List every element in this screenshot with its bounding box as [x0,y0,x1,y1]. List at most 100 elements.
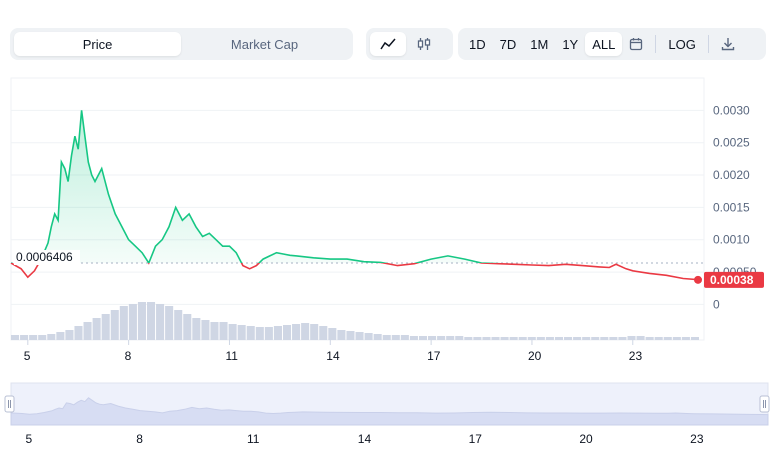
volume-bar [74,326,83,340]
navigator-left-handle[interactable] [4,395,15,413]
y-tick-label: 0.0015 [713,200,750,214]
volume-bar [92,318,101,340]
volume-bar [672,337,681,340]
chart-style-switch [366,28,453,60]
y-tick-label: 0.0020 [713,168,750,182]
volume-bar [183,314,192,340]
volume-bar [174,310,183,340]
range-1m-button[interactable]: 1M [530,36,549,52]
volume-bar [500,337,509,340]
volume-bar [491,337,500,340]
plot-area [10,77,705,341]
volume-bar [418,336,428,340]
x-tick-label: 14 [326,349,340,363]
last-price-tag [704,271,764,288]
candlestick-icon [417,38,431,50]
chart-type-switch: Price Market Cap [10,28,353,60]
volume-bar [119,306,128,340]
volume-bar [591,337,600,340]
volume-bar [219,322,228,340]
volume-bar [600,337,609,340]
volume-bar [645,337,654,340]
baseline-label-bg [14,250,80,265]
volume-bar [482,337,491,340]
volume-bar [128,304,137,340]
volume-bar [255,327,264,340]
chart-toolbar: Price Market Cap 1D 7D 1M 1Y ALL [10,28,766,60]
volume-bar [20,335,29,340]
volume-bar [554,337,564,340]
download-icon [721,38,735,51]
toolbar-divider [655,35,657,53]
navigator-axis: 5 8 11 14 17 20 23 [25,432,703,446]
y-tick-label: 0 [713,297,720,311]
volume-bar [346,331,355,340]
tab-market-cap[interactable]: Market Cap [230,36,299,52]
volume-bar [527,337,536,340]
navigator-tick-label: 8 [136,432,143,446]
volume-bar [446,336,455,340]
volume-bar [201,320,210,340]
volume-bar [545,337,554,340]
line-chart-button[interactable] [370,32,406,56]
range-1y-button[interactable]: 1Y [562,36,579,52]
volume-bar [146,302,156,340]
range-1d-button[interactable]: 1D [469,36,486,52]
download-button[interactable] [714,32,742,56]
volume-bar [509,337,518,340]
volume-bar [428,336,437,340]
navigator-right-handle[interactable] [759,395,770,413]
volume-bar [391,335,400,340]
volume-bar [11,335,20,340]
navigator-tick-label: 11 [247,432,260,446]
volume-bar [364,333,373,340]
volume-bar [355,332,364,340]
range-all-button[interactable]: ALL [585,32,623,56]
navigator[interactable] [4,382,770,426]
volume-bar [582,337,591,340]
volume-bar [101,314,110,340]
x-tick-label: 20 [528,349,542,363]
navigator-tick-label: 17 [469,432,483,446]
volume-bar [473,337,482,340]
volume-bar [636,336,645,340]
navigator-tick-label: 23 [690,432,704,446]
volume-bar [663,337,672,340]
y-tick-label: 0.0010 [713,233,750,247]
calendar-button[interactable] [622,32,650,56]
log-scale-button[interactable]: LOG [668,36,696,52]
volume-bar [319,326,328,340]
x-tick-label: 5 [24,349,31,363]
volume-bar [437,336,446,340]
volume-bar [681,337,690,340]
tab-price[interactable]: Price [14,32,181,56]
baseline-label: 0.0006406 [16,250,73,264]
volume-bar [382,335,391,340]
navigator-tick-label: 5 [25,432,32,446]
volume-bar [627,336,636,340]
volume-bar [47,334,56,340]
volume-bar [237,325,246,340]
navigator-tick-label: 20 [579,432,593,446]
y-grid [11,109,704,305]
volume-bar [618,337,627,340]
volume-bar [337,330,346,340]
volume-bar [137,302,146,340]
volume-bar [228,324,237,340]
last-price-dot [694,275,702,284]
volume-bar [29,335,38,340]
volume-bar [246,326,255,340]
x-axis: 5 8 11 14 17 20 23 [24,340,642,363]
volume-bar [573,337,582,340]
volume-bar [165,306,174,340]
range-7d-button[interactable]: 7D [499,36,517,52]
volume-bar [56,332,65,340]
x-tick-label: 8 [125,349,132,363]
volume-bar [464,337,473,340]
x-tick-label: 17 [427,349,441,363]
volume-bar [38,335,47,340]
volume-bar [654,337,663,340]
volume-bar [518,337,527,340]
candlestick-button[interactable] [406,32,442,56]
